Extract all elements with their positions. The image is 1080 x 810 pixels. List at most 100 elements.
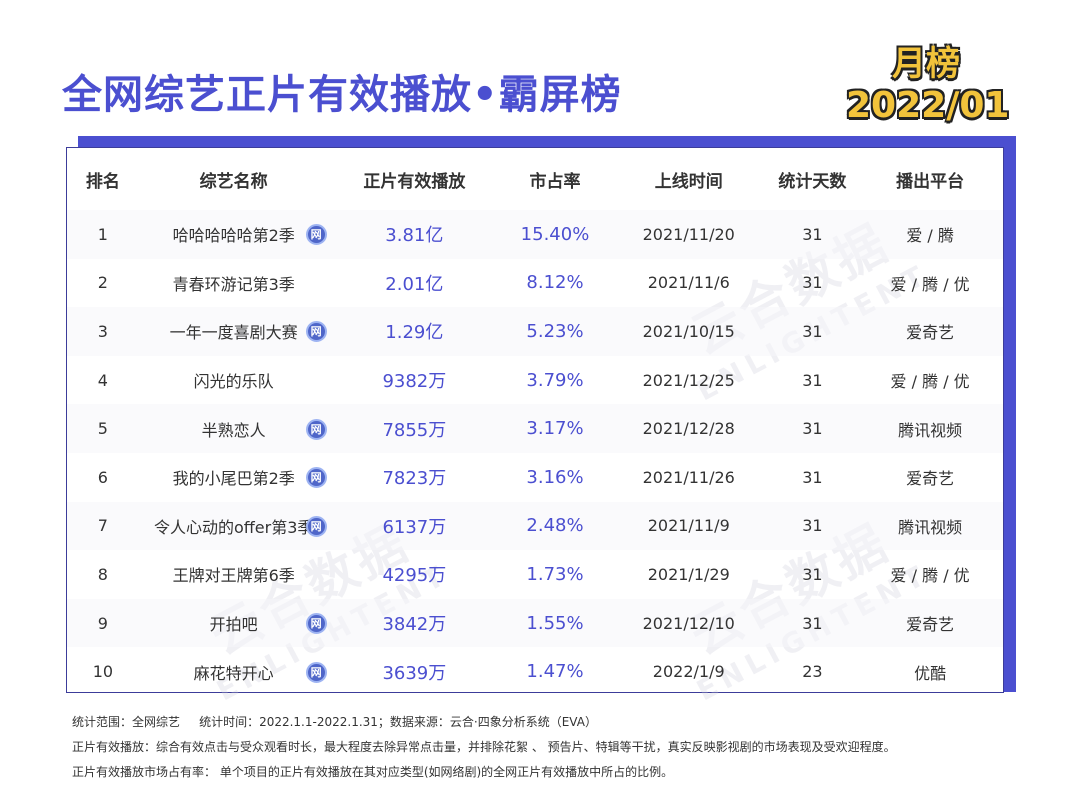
- show-name-cell: 王牌对王牌第6季: [139, 550, 329, 599]
- table-header-row: 排名 综艺名称 正片有效播放 市占率 上线时间 统计天数 播出平台: [67, 148, 1003, 210]
- launch-date-text: 2021/1/29: [647, 564, 730, 584]
- plays-cell: 6137万: [328, 501, 501, 551]
- platform-text: 爱奇艺: [906, 615, 955, 635]
- table-row: 8 王牌对王牌第6季 4295万 1.73% 2021/1/29 31 爱 / 腾 / 优: [67, 550, 1003, 599]
- launch-date-text: 2021/12/10: [642, 613, 735, 633]
- platform-text: 爱 / 腾: [906, 226, 954, 246]
- show-name-text: 我的小尾巴第2季: [172, 469, 295, 489]
- col-header-days: 统计天数: [778, 171, 847, 192]
- rank-text: 2: [97, 273, 108, 293]
- launch-date-text: 2021/12/25: [642, 370, 735, 390]
- launch-date-text: 2021/11/20: [642, 224, 735, 244]
- days-text: 23: [802, 662, 823, 682]
- platform-cell: 爱奇艺: [857, 453, 1003, 502]
- share-value: 5.23%: [526, 320, 584, 342]
- footnote-scope: 统计范围：全网综艺 统计时间：2022.1.1-2022.1.31；数据来源：云…: [72, 715, 597, 729]
- share-cell: 15.40%: [500, 210, 610, 259]
- rank-cell: 1: [67, 210, 139, 259]
- launch-date-cell: 2021/11/26: [610, 453, 768, 502]
- platform-cell: 爱 / 腾 / 优: [857, 259, 1003, 308]
- plays-cell: 2.01亿: [329, 259, 501, 308]
- days-text: 31: [802, 419, 823, 439]
- days-cell: 31: [767, 598, 858, 648]
- table-row: 2 青春环游记第3季 2.01亿 8.12% 2021/11/6 31 爱 / 腾 / 优: [67, 259, 1003, 308]
- show-name-text: 令人心动的offer第3季: [153, 517, 314, 537]
- col-header-plays: 正片有效播放: [363, 171, 466, 192]
- rank-text: 3: [97, 321, 108, 341]
- platform-cell: 爱 / 腾 / 优: [857, 356, 1003, 405]
- days-text: 31: [802, 321, 823, 341]
- footnotes: 统计范围：全网综艺 统计时间：2022.1.1-2022.1.31；数据来源：云…: [72, 710, 896, 785]
- table-row: 4 闪光的乐队 9382万 3.79% 2021/12/25 31 爱 / 腾 / 优: [67, 356, 1003, 405]
- plays-value: 3842万: [382, 614, 447, 636]
- show-name-cell: 麻花特开心 网: [139, 647, 329, 696]
- platform-cell: 爱奇艺: [857, 307, 1003, 356]
- table-row: 9 开拍吧 网 3842万 1.55% 2021/12/10 31 爱奇艺: [67, 598, 1003, 648]
- launch-date-cell: 2021/10/15: [609, 307, 768, 356]
- share-cell: 2.48%: [500, 501, 610, 551]
- launch-date-cell: 2022/1/9: [610, 647, 768, 696]
- share-value: 3.79%: [526, 369, 584, 391]
- ranking-table: 排名 综艺名称 正片有效播放 市占率 上线时间 统计天数 播出平台 1 哈哈哈哈哈…: [67, 148, 1003, 696]
- launch-date-cell: 2021/12/25: [610, 356, 768, 405]
- network-original-icon: 网: [305, 224, 327, 246]
- share-cell: 1.73%: [500, 550, 610, 599]
- table-row: 7 令人心动的offer第3季网 6137万 2.48% 2021/11/9 31 腾讯视频: [67, 501, 1003, 551]
- plays-value: 2.01亿: [385, 273, 444, 295]
- share-value: 3.17%: [526, 418, 584, 440]
- ranking-table-container: 云合数据 ENLIGHTENT 云合数据 ENLIGHTENT 云合数据 ENL…: [66, 147, 1004, 707]
- rank-text: 10: [92, 662, 114, 682]
- plays-value: 6137万: [382, 516, 447, 538]
- share-cell: 3.79%: [500, 356, 610, 405]
- network-original-icon: 网: [305, 418, 327, 440]
- table-row: 3 一年一度喜剧大赛网 1.29亿 5.23% 2021/10/15 31 爱奇艺: [67, 307, 1003, 356]
- days-text: 31: [802, 224, 823, 244]
- plays-cell: 1.29亿: [328, 307, 501, 356]
- show-name-text: 麻花特开心: [193, 663, 274, 683]
- share-value: 1.55%: [526, 612, 584, 634]
- platform-cell: 爱奇艺: [857, 598, 1003, 648]
- days-cell: 31: [768, 356, 858, 405]
- days-cell: 31: [768, 550, 858, 599]
- show-name-text: 哈哈哈哈哈第2季: [172, 226, 295, 246]
- platform-text: 爱 / 腾 / 优: [890, 372, 970, 392]
- footnote-plays-definition: 正片有效播放：综合有效点击与受众观看时长，最大程度去除异常点击量，并排除花絮 、…: [72, 740, 896, 754]
- col-header-platform: 播出平台: [896, 171, 965, 192]
- launch-date-cell: 2021/12/28: [609, 404, 768, 453]
- platform-text: 腾讯视频: [898, 420, 963, 440]
- plays-cell: 3.81亿: [328, 210, 501, 259]
- plays-value: 4295万: [382, 565, 447, 587]
- rank-cell: 10: [67, 647, 139, 696]
- platform-cell: 爱 / 腾: [857, 210, 1003, 259]
- show-name-cell: 我的小尾巴第2季网: [139, 453, 329, 502]
- launch-date-cell: 2021/1/29: [610, 550, 768, 599]
- platform-text: 优酷: [914, 663, 947, 683]
- platform-text: 腾讯视频: [898, 517, 963, 537]
- rank-cell: 8: [67, 550, 139, 599]
- show-name-text: 半熟恋人: [201, 420, 266, 440]
- plays-value: 7823万: [382, 468, 447, 490]
- share-value: 1.73%: [526, 563, 584, 585]
- rank-cell: 5: [67, 404, 139, 453]
- share-value: 1.47%: [526, 661, 584, 683]
- rank-text: 6: [97, 467, 108, 487]
- show-name-cell: 闪光的乐队: [139, 356, 329, 405]
- days-text: 31: [802, 564, 823, 584]
- plays-cell: 7855万: [328, 404, 501, 453]
- platform-cell: 腾讯视频: [857, 501, 1003, 551]
- platform-text: 爱奇艺: [906, 323, 955, 343]
- show-name-cell: 一年一度喜剧大赛网: [138, 307, 329, 356]
- rank-cell: 7: [67, 501, 139, 551]
- page-title: 全网综艺正片有效播放•霸屏榜: [62, 72, 622, 118]
- days-text: 31: [802, 613, 823, 633]
- days-cell: 31: [767, 210, 858, 259]
- rank-text: 5: [97, 419, 108, 439]
- launch-date-text: 2021/11/26: [642, 467, 735, 487]
- plays-value: 1.29亿: [385, 322, 444, 344]
- show-name-cell: 哈哈哈哈哈第2季网: [138, 210, 329, 259]
- show-name-text: 一年一度喜剧大赛: [169, 323, 298, 343]
- days-cell: 31: [767, 501, 858, 551]
- launch-date-text: 2021/11/6: [647, 273, 730, 293]
- rank-cell: 2: [67, 259, 139, 308]
- plays-cell: 7823万: [329, 453, 501, 502]
